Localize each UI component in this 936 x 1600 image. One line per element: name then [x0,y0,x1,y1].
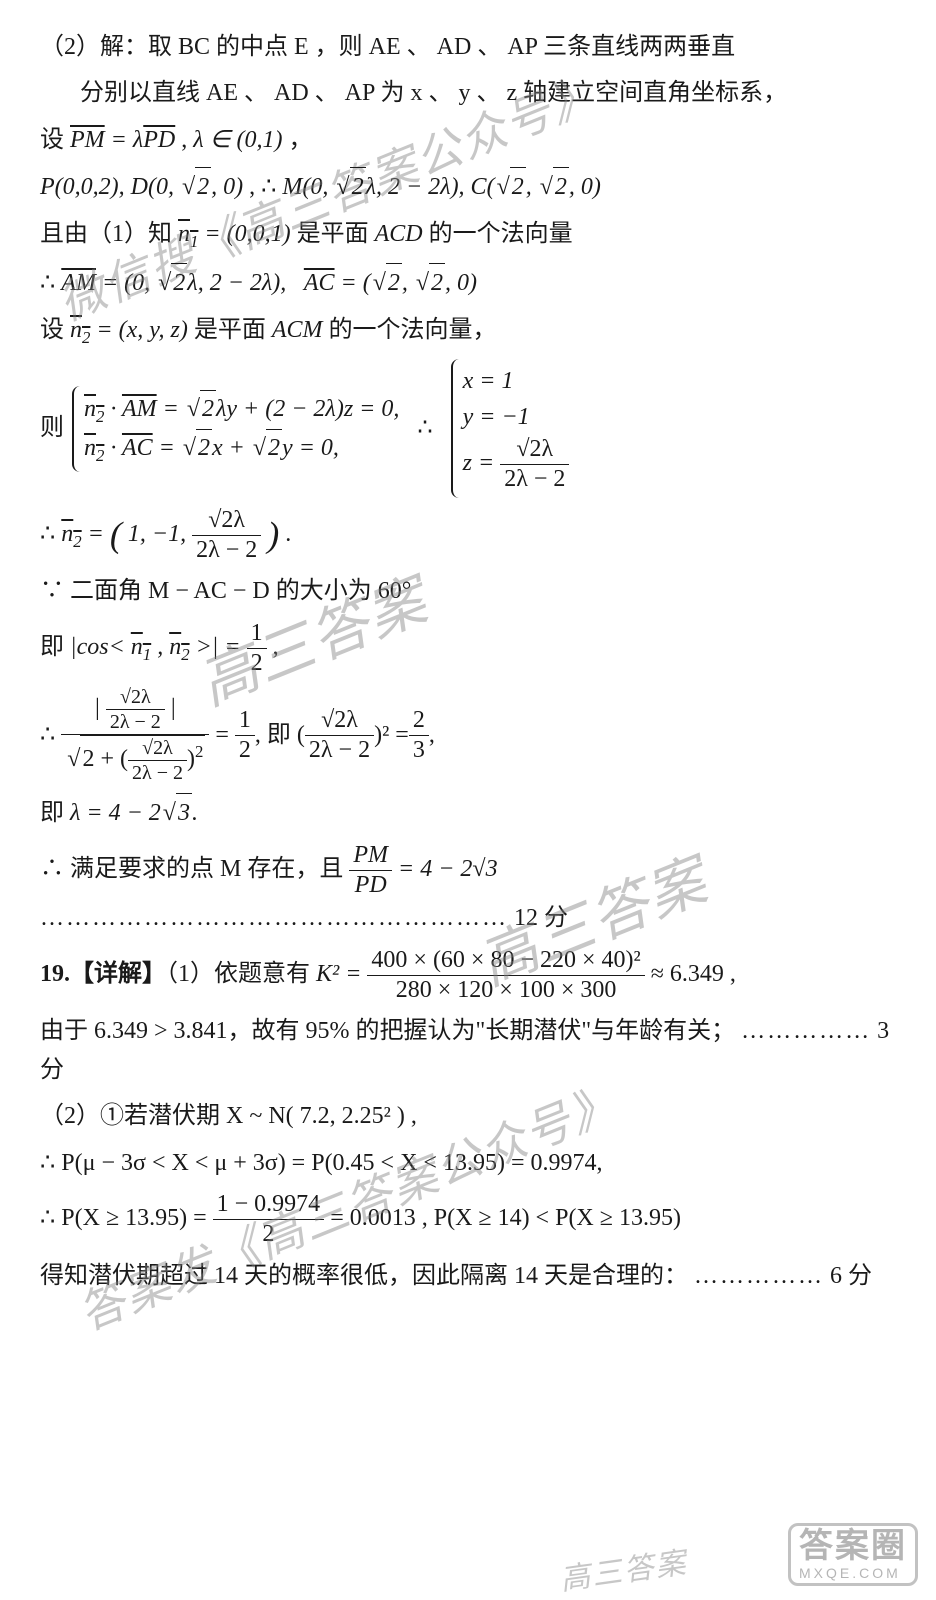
bigeq-mid: , 即 ( [255,716,305,754]
sol-x: x = 1 [463,368,514,394]
p19-2-1-p3s: ∴ P(μ − 3σ < X < μ + 3σ) = P(0.45 < X < … [40,1144,896,1182]
p19-2-1-dots: …………… [694,1263,824,1289]
k2-val: ≈ 6.349 , [651,961,736,987]
p18-2-vec: ∴ AM = (0, 2λ, 2 − 2λ), AC = (2, 2, 0) [40,263,896,302]
p18-2-n2set: 设 n2 = (x, y, z) 是平面 ACM 的一个法向量， [40,311,896,352]
p19-2-1-score: 6 分 [830,1263,872,1289]
bigeq-r1-den: 2 [235,736,255,765]
sol-z-den: 2λ − 2 [500,465,569,494]
p19-2-1-dist: （2）①若潜伏期 X ~ N( 7.2, 2.25² ) , [40,1097,896,1135]
sol-y: y = −1 [463,404,530,430]
watermark-5: 高三答案 [557,1537,690,1598]
logo-url: MXQE.COM [799,1566,907,1581]
p18-2-system: 则 n2 · AM = 2λy + (2 − 2λ)z = 0, n2 · AC… [40,359,896,498]
cos-num: 1 [247,619,267,649]
p18-2-pm: 设 PM = λPD , λ ∈ (0,1) ， [40,121,896,159]
final-score: 12 分 [514,905,568,931]
bigeq-r2-num: 2 [409,706,429,736]
sys-therefore: ∴ [417,409,432,447]
bigeq-r2-den: 3 [409,736,429,765]
p19-1-dots: …………… [741,1018,871,1044]
final-den: PD [349,871,392,900]
p18-2-lambda: 即 λ = 4 − 23. [40,793,896,832]
bigeq-top-num: √2λ [106,685,165,710]
p18-2-n2: ∴ n2 = ( 1, −1, √2λ2λ − 2 ) . [40,506,896,565]
p18-2-l2: 分别以直线 AE 、 AD 、 AP 为 x 、 y 、 z 轴建立空间直角坐标… [40,74,896,112]
px-a: ∴ P(X ≥ 13.95) = [40,1205,213,1231]
p18-2-final: ∴ 满足要求的点 M 存在，且 PMPD = 4 − 2√3 ………………………… [40,841,896,938]
p18-2-bigeq: ∴ | √2λ2λ − 2 | 2 + (√2λ2λ − 2)2 = 12 , … [40,685,896,785]
final-b: = 4 − 2√3 [398,856,498,882]
k2-den: 280 × 120 × 100 × 300 [367,976,644,1005]
document-page: 微信搜《高三答案公众号》 高三答案 高三答案 答案发《高三答案公众号》 高三答案… [0,0,936,1600]
p19-head: 19.【详解】（1）依题意有 K² = 400 × (60 × 80 − 220… [40,946,896,1005]
px-num: 1 − 0.9974 [213,1190,325,1220]
final-dots: ……………………………………………… [40,905,508,931]
px-den: 2 [213,1220,325,1249]
k2-num: 400 × (60 × 80 − 220 × 40)² [367,946,644,976]
p19-2-1-conc: 得知潜伏期超过 14 天的概率很低，因此隔离 14 天是合理的： …………… 6… [40,1257,896,1295]
p18-2-n1: 且由（1）知 n1 = (0,0,1) 是平面 ACD 的一个法向量 [40,215,896,256]
bigeq-r1-num: 1 [235,706,255,736]
sys-left-brace: n2 · AM = 2λy + (2 − 2λ)z = 0, n2 · AC =… [72,386,399,472]
p18-2-l1: （2）解：取 BC 的中点 E ，则 AE 、 AD 、 AP 三条直线两两垂直 [40,28,896,66]
p19-1-conc-text: 由于 6.349 > 3.841，故有 95% 的把握认为"长期潜伏"与年龄有关… [40,1018,735,1044]
bigeq-bot-den: 2λ − 2 [128,761,187,785]
bigeq-mid-den: 2λ − 2 [305,736,374,765]
cos-den: 2 [247,649,267,678]
p18-2-cos: 即 |cos< n1 , n2 >| = 12 , [40,619,896,678]
p18-2-pts: P(0,0,2), D(0, 2, 0) , ∴ M(0, 2λ, 2 − 2λ… [40,167,896,206]
corner-logo: 答案圈 MXQE.COM [788,1523,918,1586]
bigeq-top-den: 2λ − 2 [106,710,165,734]
n2-den: 2λ − 2 [192,536,261,565]
sys-pre: 则 [40,409,64,447]
bigeq-bot-num: √2λ [128,736,187,761]
bigeq-main-frac: | √2λ2λ − 2 | 2 + (√2λ2λ − 2)2 [61,685,209,785]
bigeq-mid-num: √2λ [305,706,374,736]
p19-2-1-conc-text: 得知潜伏期超过 14 天的概率很低，因此隔离 14 天是合理的： [40,1263,688,1289]
sol-z-num: √2λ [500,435,569,465]
bigeq-mid2: )² = [374,716,409,754]
n2-num: √2λ [192,506,261,536]
final-num: PM [349,841,392,871]
final-a: ∴ 满足要求的点 M 存在，且 [40,856,349,882]
p19-1-conc: 由于 6.349 > 3.841，故有 95% 的把握认为"长期潜伏"与年龄有关… [40,1012,896,1089]
sys-right-brace: x = 1 y = −1 z = √2λ2λ − 2 [451,359,570,498]
p19-2-1-px: ∴ P(X ≥ 13.95) = 1 − 0.99742 = 0.0013 , … [40,1190,896,1249]
px-b: = 0.0013 , P(X ≥ 14) < P(X ≥ 13.95) [330,1205,681,1231]
p18-2-angle: ∵ 二面角 M − AC − D 的大小为 60° [40,572,896,610]
bigeq-lead: ∴ [40,716,55,754]
logo-text: 答案圈 [799,1527,907,1565]
